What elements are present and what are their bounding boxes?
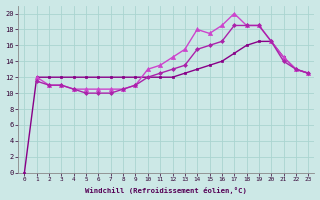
X-axis label: Windchill (Refroidissement éolien,°C): Windchill (Refroidissement éolien,°C) <box>85 187 247 194</box>
